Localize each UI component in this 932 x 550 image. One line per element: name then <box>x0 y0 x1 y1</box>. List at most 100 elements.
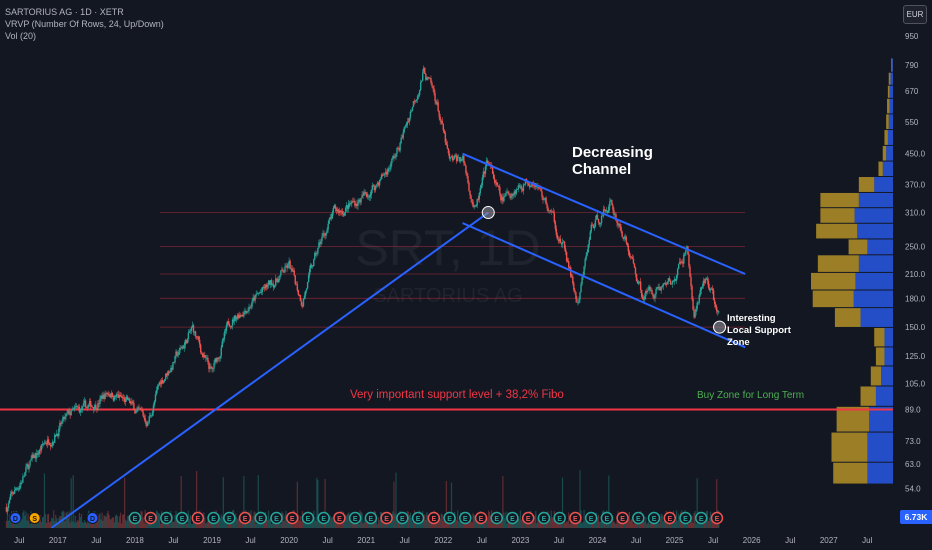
volume-bar <box>111 517 113 528</box>
candle-body <box>513 191 515 196</box>
candle-body <box>175 351 177 357</box>
volume-bar <box>473 515 475 528</box>
volume-bar <box>464 523 466 528</box>
candle-body <box>700 287 702 291</box>
candle-body <box>155 390 158 395</box>
candle-body <box>348 203 350 209</box>
candle-body <box>127 396 129 400</box>
candle-body <box>314 252 316 260</box>
candle-body <box>267 280 270 286</box>
candle-body <box>613 209 615 215</box>
profile-down-bar <box>817 255 859 272</box>
candle-body <box>354 200 356 206</box>
volume-bar <box>707 520 710 528</box>
volume-bar <box>709 511 712 528</box>
volume-bar <box>428 515 430 528</box>
volume-bar <box>402 523 404 528</box>
volume-bar <box>401 522 403 528</box>
candle-body <box>140 408 142 410</box>
candle-body <box>256 293 258 295</box>
volume-bar <box>700 522 702 528</box>
candle-body <box>218 358 220 360</box>
earnings-badge <box>647 511 661 525</box>
volume-bar <box>207 520 209 528</box>
candle-body <box>526 182 529 184</box>
time-tick-label: 2022 <box>434 536 452 545</box>
volume-bar <box>329 515 331 528</box>
dividend-badge <box>9 512 22 524</box>
candle-body <box>388 168 390 170</box>
candle-body <box>181 346 183 349</box>
candle-body <box>390 163 392 169</box>
volume-bar <box>649 523 651 528</box>
volume-bar <box>716 479 718 528</box>
volume-bar <box>463 522 465 528</box>
vrvp-indicator-label[interactable]: VRVP (Number Of Rows, 24, Up/Down) <box>5 19 164 29</box>
candle-body <box>633 263 636 268</box>
candle-body <box>133 402 135 410</box>
candle-body <box>658 286 660 289</box>
candle-body <box>345 205 348 208</box>
candlestick-series[interactable] <box>5 65 720 515</box>
profile-up-bar <box>889 85 893 98</box>
currency-button[interactable]: EUR <box>903 5 927 24</box>
volume-bar <box>27 513 29 528</box>
candle-body <box>631 257 634 259</box>
volume-bar <box>105 516 107 528</box>
candle-body <box>123 397 126 402</box>
volume-bar <box>408 514 410 528</box>
candle-body <box>697 302 699 304</box>
volume-bar <box>18 520 20 528</box>
volume-bar <box>97 517 99 528</box>
candle-body <box>49 445 52 447</box>
volume-bar <box>532 521 534 528</box>
earnings-badge-label: E <box>400 516 405 523</box>
volume-bar <box>197 523 199 528</box>
time-axis[interactable]: Jul 2017 Jul 2018 Jul 2019 Jul 2020 Jul 2021 Jul 20… <box>0 528 932 550</box>
candle-body <box>337 209 340 213</box>
candle-body <box>207 357 209 363</box>
candle-body <box>583 266 585 276</box>
volume-bar <box>552 518 554 528</box>
candle-body <box>119 394 122 397</box>
volume-bar <box>627 520 629 528</box>
volume-bar <box>285 511 287 528</box>
earnings-badge <box>584 511 598 525</box>
volume-bar <box>213 522 215 528</box>
earnings-badge-label: E <box>479 516 484 523</box>
volume-bar <box>670 522 673 528</box>
volume-bar <box>75 522 77 528</box>
candle-body <box>303 295 306 299</box>
trendlines[interactable] <box>50 152 746 529</box>
candle-body <box>553 213 556 222</box>
volume-bar <box>506 523 508 528</box>
candle-body <box>656 287 658 290</box>
volume-bar <box>195 471 198 528</box>
candle-body <box>81 406 84 410</box>
volume-bar <box>133 520 135 528</box>
volume-bar <box>102 520 104 528</box>
price-tick-label: 73.0 <box>905 437 921 446</box>
volume-bar <box>166 523 168 528</box>
candle-body <box>539 187 541 189</box>
candle-body <box>701 286 704 288</box>
volume-bar <box>256 522 258 528</box>
candle-body <box>107 393 109 395</box>
candle-body <box>446 144 449 149</box>
candle-body <box>58 428 60 437</box>
candle-body <box>302 298 305 307</box>
price-axis[interactable]: 950 790 670 550 450.0 370.0 310.0 250.0 210.0 180… <box>893 0 932 550</box>
candle-body <box>124 399 127 402</box>
volume-bar <box>492 517 494 528</box>
volume-bar <box>217 520 219 528</box>
volume-indicator-label[interactable]: Vol (20) <box>5 31 37 41</box>
symbol-title[interactable]: SARTORIUS AG · 1D · XETR <box>5 7 124 17</box>
volume-bar <box>661 514 663 528</box>
candle-body <box>528 185 531 188</box>
candle-body <box>229 326 232 328</box>
profile-down-bar <box>811 272 856 290</box>
volume-bar <box>382 521 384 528</box>
volume-bar <box>113 522 115 528</box>
